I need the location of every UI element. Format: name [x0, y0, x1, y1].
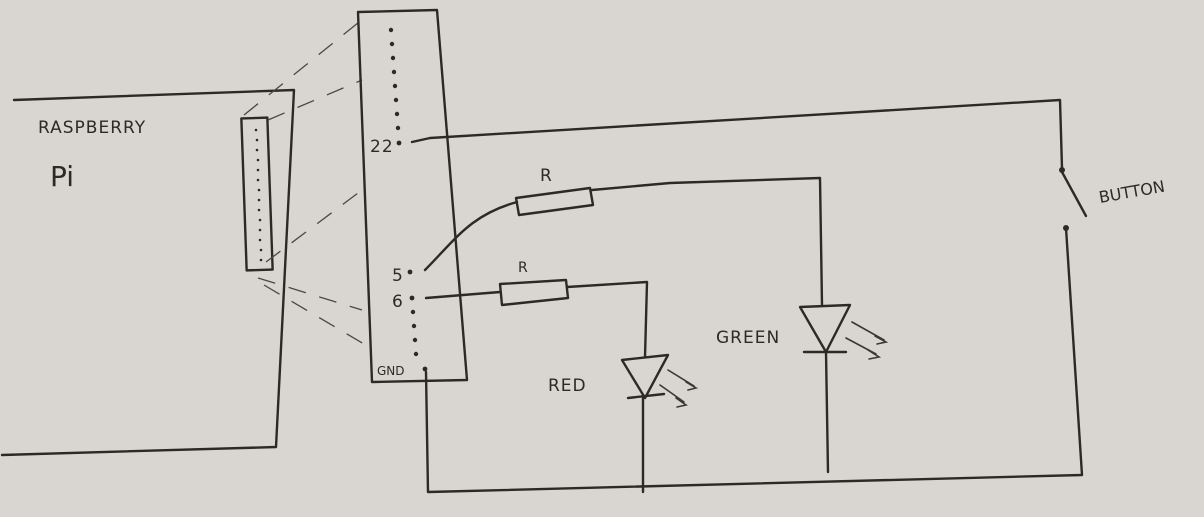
gpio-header-on-board [240, 116, 274, 272]
gpio-header-enlarged: 22 5 6 GND [356, 8, 469, 384]
led-red-label: RED [548, 376, 587, 396]
board-title-line2: Pi [50, 160, 74, 193]
resistor-top: R [514, 166, 595, 217]
pin-5-label: 5 [392, 266, 404, 286]
header-pin-dots [388, 27, 428, 372]
wire-gnd-bus [424, 226, 1084, 494]
wire-pin6-to-resistor [424, 290, 502, 300]
led-green: GREEN [716, 303, 889, 360]
pin-6-label: 6 [392, 292, 404, 312]
board-gpio-dots [254, 128, 263, 262]
led-red: RED [548, 353, 699, 408]
resistor-bottom-label: R [518, 260, 528, 276]
pin-gnd-label: GND [377, 364, 405, 378]
raspberry-pi-board: RASPBERRY Pi [0, 88, 296, 457]
resistor-bottom: R [498, 260, 570, 307]
wire-resistor-to-green [590, 176, 824, 307]
wire-pin22-to-button [410, 98, 1064, 170]
zoom-dashed-lines [243, 17, 365, 345]
board-title-line1: RASPBERRY [38, 118, 146, 138]
push-button-switch: BUTTON [1059, 167, 1166, 231]
wires [410, 98, 1084, 494]
wire-green-to-ground [824, 350, 830, 474]
wire-pin5-to-resistor [423, 200, 519, 272]
pin-22-label: 22 [370, 137, 394, 157]
led-green-label: GREEN [716, 328, 780, 348]
button-label: BUTTON [1097, 177, 1166, 207]
resistor-top-label: R [540, 166, 553, 186]
wire-resistor-to-red [565, 280, 649, 359]
